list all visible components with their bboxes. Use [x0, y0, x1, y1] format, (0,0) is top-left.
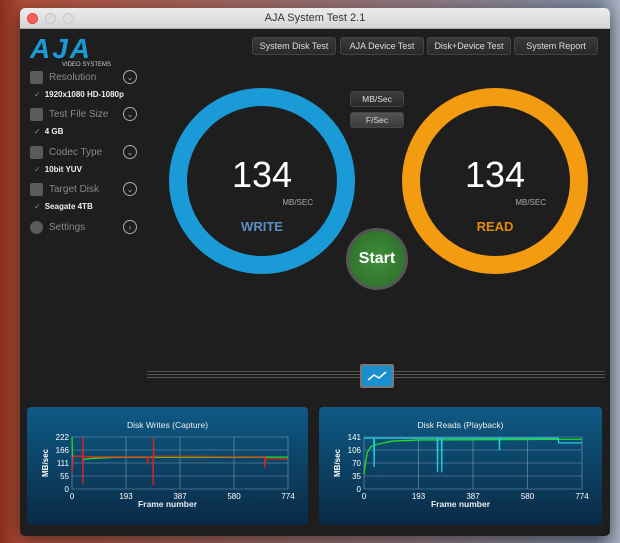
x-tick-label: 387 [173, 492, 187, 501]
chevron-right-icon[interactable]: › [123, 220, 137, 234]
disk-icon [30, 182, 43, 196]
y-tick-label: 141 [348, 433, 362, 442]
selected-codec: ✓ 10bit YUV [34, 165, 82, 174]
sidebar-label: Settings [49, 221, 86, 233]
read-value: 134 [464, 154, 526, 195]
tab-system-report[interactable]: System Report [514, 37, 598, 55]
y-axis-label: MB/sec [333, 448, 342, 477]
y-tick-label: 0 [65, 485, 70, 494]
x-tick-label: 0 [70, 492, 75, 501]
tab-aja-device-test[interactable]: AJA Device Test [340, 37, 424, 55]
data-series-2 [364, 437, 582, 473]
data-series-1 [363, 438, 583, 475]
chevron-down-icon[interactable]: ⌄ [123, 107, 137, 121]
sidebar-item-settings[interactable]: Settings [30, 218, 85, 236]
sidebar-item-codec[interactable]: Codec Type [30, 143, 102, 161]
y-axis-label: MB/sec [41, 448, 50, 477]
selected-resolution: ✓ 1920x1080 HD-1080p [34, 90, 124, 99]
write-value: 134 [231, 154, 293, 195]
sidebar-label: Test File Size [49, 108, 109, 120]
x-tick-label: 580 [227, 492, 241, 501]
tab-disk-device-test[interactable]: Disk+Device Test [427, 37, 511, 55]
disk-reads-panel: Disk Reads (Playback) 0 193 387 580 774 0 35 70… [319, 407, 602, 525]
chevron-down-icon[interactable]: ⌄ [123, 70, 137, 84]
sidebar-value: Seagate 4TB [44, 202, 93, 211]
sidebar-label: Target Disk [49, 183, 100, 195]
window-title: AJA System Test 2.1 [264, 12, 366, 24]
codec-icon [30, 145, 43, 159]
sidebar-label: Resolution [49, 71, 97, 83]
sidebar-value: 10bit YUV [44, 165, 82, 174]
y-tick-label: 222 [56, 433, 70, 442]
disk-reads-chart: 0 193 387 580 774 0 35 70 106 141 MB/sec [333, 433, 589, 501]
x-tick-label: 774 [281, 492, 295, 501]
data-series-2 [71, 436, 288, 486]
gear-icon [30, 220, 43, 234]
sidebar-value: 1920x1080 HD-1080p [44, 90, 124, 99]
line-graph-icon [367, 371, 387, 381]
read-gauge: 134 MB/SEC READ [402, 88, 588, 274]
chart-title: Disk Reads (Playback) [417, 420, 504, 430]
sidebar-item-file-size[interactable]: Test File Size [30, 105, 108, 123]
chart-title: Disk Writes (Capture) [126, 420, 209, 430]
y-tick-label: 55 [60, 472, 69, 481]
selected-file-size: ✓ 4 GB [34, 127, 64, 136]
write-unit: MB/SEC [282, 198, 313, 207]
resolution-icon [30, 70, 43, 84]
y-tick-label: 35 [352, 472, 361, 481]
sidebar-label: Codec Type [49, 146, 103, 158]
title-bar: AJA System Test 2.1 [20, 8, 610, 29]
graph-toggle-button[interactable] [360, 364, 394, 388]
x-axis-label: Frame number [137, 499, 198, 509]
x-tick-label: 774 [575, 492, 589, 501]
selected-disk: ✓ Seagate 4TB [34, 202, 93, 211]
aja-logo: AJA [30, 33, 93, 64]
zoom-button[interactable] [63, 13, 74, 24]
read-label: READ [476, 219, 514, 234]
disk-writes-panel: Disk Writes (Capture) 0 193 387 580 774 0 55 11… [27, 407, 308, 525]
sidebar-value: 4 GB [44, 127, 64, 136]
logo-subtitle: VIDEO SYSTEMS [62, 62, 112, 68]
app-window: AJA System Test 2.1 AJA VIDEO SYSTEMS Re… [20, 8, 610, 536]
x-axis-label: Frame number [430, 499, 491, 509]
chevron-down-icon[interactable]: ⌄ [123, 145, 137, 159]
sidebar-item-resolution[interactable]: Resolution [30, 68, 96, 86]
start-button[interactable]: Start [346, 228, 408, 290]
x-tick-label: 580 [521, 492, 535, 501]
y-tick-label: 106 [348, 446, 362, 455]
y-tick-label: 70 [352, 459, 361, 468]
f-sec-button[interactable]: F/Sec [350, 112, 404, 128]
disk-writes-chart: 0 193 387 580 774 0 55 111 166 222 MB/sec [41, 433, 295, 501]
x-tick-label: 387 [466, 492, 480, 501]
minimize-button[interactable] [45, 13, 56, 24]
chevron-down-icon[interactable]: ⌄ [123, 182, 137, 196]
y-tick-label: 111 [57, 459, 70, 468]
x-tick-label: 193 [412, 492, 426, 501]
data-series-1 [71, 436, 289, 461]
read-unit: MB/SEC [515, 198, 546, 207]
mb-sec-button[interactable]: MB/Sec [350, 91, 404, 107]
close-button[interactable] [27, 13, 38, 24]
sidebar-item-target-disk[interactable]: Target Disk [30, 180, 99, 198]
tab-system-disk-test[interactable]: System Disk Test [252, 37, 336, 55]
x-tick-label: 0 [362, 492, 367, 501]
write-label: WRITE [241, 219, 283, 234]
write-gauge: 134 MB/SEC WRITE [169, 88, 355, 274]
y-tick-label: 0 [357, 485, 362, 494]
y-tick-label: 166 [56, 446, 70, 455]
x-tick-label: 193 [119, 492, 133, 501]
stack-icon [30, 107, 43, 121]
